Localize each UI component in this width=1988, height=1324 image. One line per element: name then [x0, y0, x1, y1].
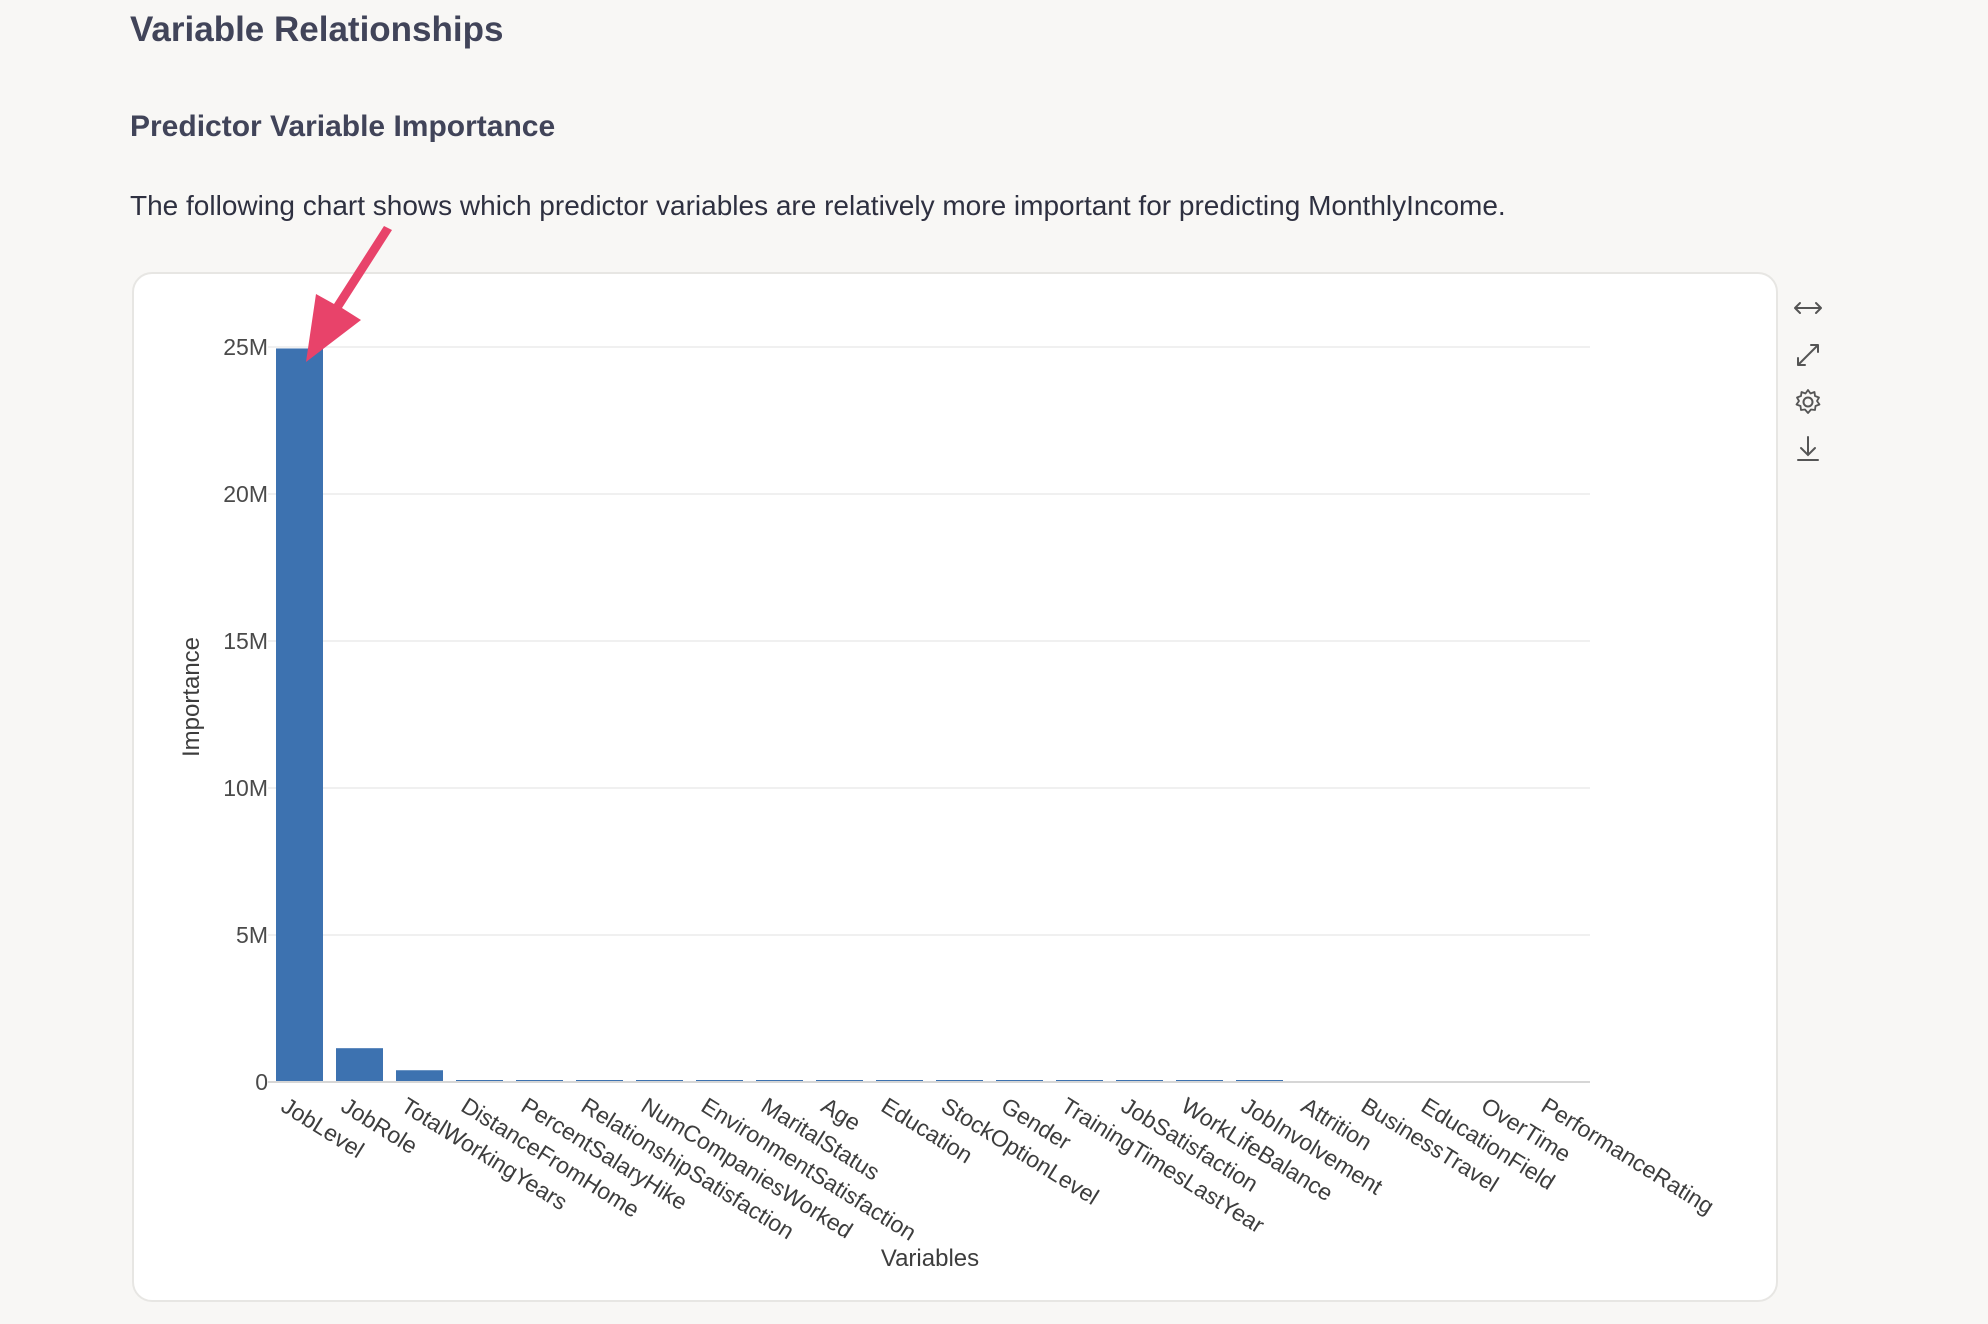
page-title: Variable Relationships: [130, 10, 504, 49]
x-axis-label: Variables: [881, 1245, 979, 1272]
y-tick-label: 25M: [223, 334, 268, 360]
horizontal-expand-icon[interactable]: [1790, 290, 1826, 326]
bar-jobrole[interactable]: [336, 1048, 383, 1082]
fullscreen-icon[interactable]: [1790, 337, 1826, 373]
grid-lines: [268, 346, 1590, 936]
bars: [276, 348, 1283, 1083]
annotation-arrow: [306, 226, 392, 362]
y-tick-label: 0: [255, 1069, 268, 1095]
y-tick-label: 20M: [223, 481, 268, 507]
chart-card: [132, 272, 1778, 1302]
chart-toolbar: [1790, 290, 1826, 478]
settings-gear-icon[interactable]: [1790, 384, 1826, 420]
bar-joblevel[interactable]: [276, 348, 323, 1083]
y-tick-label: 15M: [223, 628, 268, 654]
bar-totalworkingyears[interactable]: [396, 1070, 443, 1082]
chart-description: The following chart shows which predicto…: [130, 190, 1506, 221]
y-axis-label: Importance: [178, 637, 205, 757]
section-title: Predictor Variable Importance: [130, 110, 556, 143]
y-tick-label: 5M: [236, 922, 268, 948]
y-axis-ticks: 0 5M 10M 15M 20M 25M: [223, 334, 268, 1095]
y-tick-label: 10M: [223, 775, 268, 801]
x-axis-ticks: JobLevelJobRoleTotalWorkingYearsDistance…: [277, 1092, 1719, 1245]
download-icon[interactable]: [1790, 431, 1826, 467]
